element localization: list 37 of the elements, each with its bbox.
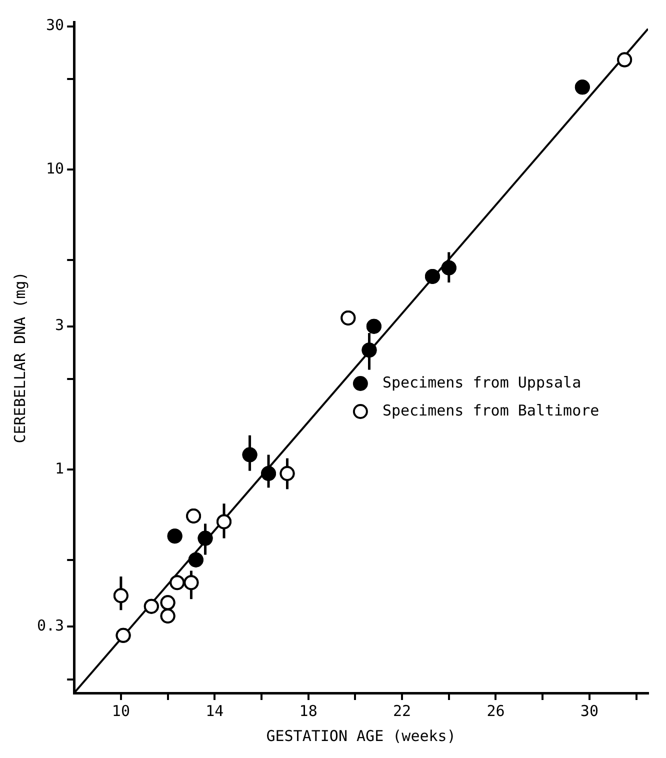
point bbox=[617, 52, 632, 68]
y-tick-label: 0.3 bbox=[37, 616, 64, 634]
point bbox=[188, 552, 204, 568]
y-tick-label: 10 bbox=[46, 159, 64, 178]
y-tick-label: 1 bbox=[55, 459, 64, 478]
point bbox=[170, 575, 185, 590]
x-axis-title: GESTATION AGE (weeks) bbox=[266, 726, 456, 745]
point bbox=[441, 260, 456, 276]
point bbox=[340, 310, 356, 326]
x-tick-label: 30 bbox=[580, 702, 598, 720]
point bbox=[280, 466, 295, 481]
point bbox=[160, 608, 176, 624]
point bbox=[574, 80, 590, 95]
point bbox=[160, 595, 176, 610]
point bbox=[116, 628, 131, 643]
point bbox=[261, 466, 276, 481]
y-axis-title: CEREBELLAR DNA (mg) bbox=[10, 272, 29, 444]
x-tick-label: 10 bbox=[112, 702, 130, 720]
point bbox=[184, 575, 199, 590]
point bbox=[113, 588, 128, 604]
y-tick-label: 30 bbox=[46, 16, 64, 34]
point bbox=[167, 528, 182, 544]
point bbox=[144, 598, 159, 614]
legend-label: Specimens from Uppsala bbox=[382, 373, 582, 392]
y-tick-label: 3 bbox=[55, 316, 64, 334]
point bbox=[216, 514, 232, 530]
x-tick-label: 14 bbox=[206, 702, 224, 720]
point bbox=[198, 530, 213, 546]
x-tick-label: 26 bbox=[486, 702, 505, 720]
point bbox=[366, 318, 382, 334]
point bbox=[362, 342, 377, 358]
point bbox=[242, 447, 258, 462]
x-tick-label: 18 bbox=[299, 702, 318, 720]
point bbox=[186, 508, 202, 524]
legend-label: Specimens from Baltimore bbox=[382, 401, 600, 420]
point bbox=[424, 268, 440, 284]
x-tick-label: 22 bbox=[393, 702, 412, 720]
